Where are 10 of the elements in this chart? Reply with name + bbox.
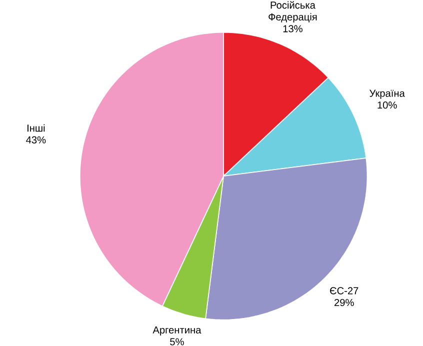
slice-label: Інші xyxy=(28,124,45,132)
data-label: 43% xyxy=(26,136,46,144)
data-label: 5% xyxy=(170,338,184,346)
slice-label: Україна xyxy=(370,90,405,99)
slice-label: Аргентина xyxy=(152,326,202,336)
data-label: 10% xyxy=(378,101,397,108)
slice-label: Російська Федерація xyxy=(268,0,317,22)
data-label: 29% xyxy=(334,298,354,306)
data-label: 13% xyxy=(283,24,302,32)
slice-label: ЄС-27 xyxy=(330,286,358,294)
